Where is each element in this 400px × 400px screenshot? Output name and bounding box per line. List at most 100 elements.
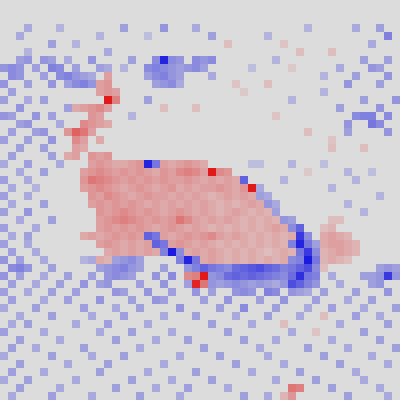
heatmap-cell: [216, 248, 224, 256]
heatmap-cell: [104, 264, 112, 272]
heatmap-cell: [168, 224, 176, 232]
heatmap-cell: [232, 224, 240, 232]
heatmap-cell: [160, 192, 168, 200]
heatmap-cell: [352, 248, 360, 256]
heatmap-cell: [192, 104, 200, 112]
heatmap-cell: [96, 152, 104, 160]
heatmap-cell: [120, 240, 128, 248]
heatmap-cell: [272, 280, 280, 288]
heatmap-cell: [120, 232, 128, 240]
heatmap-cell: [96, 136, 104, 144]
heatmap-cell: [72, 320, 80, 328]
heatmap-cell: [8, 232, 16, 240]
heatmap-cell: [80, 144, 88, 152]
heatmap-cell: [40, 256, 48, 264]
heatmap-cell: [376, 64, 384, 72]
heatmap-cell: [112, 248, 120, 256]
heatmap-cell: [384, 56, 392, 64]
heatmap-cell: [184, 240, 192, 248]
heatmap-cell: [112, 384, 120, 392]
heatmap-cell: [160, 56, 168, 64]
heatmap-cell: [160, 200, 168, 208]
heatmap-cell: [328, 304, 336, 312]
heatmap-cell: [312, 256, 320, 264]
heatmap-cell: [272, 200, 280, 208]
heatmap-cell: [264, 80, 272, 88]
heatmap-cell: [192, 288, 200, 296]
heatmap-cell: [320, 88, 328, 96]
heatmap-cell: [88, 272, 96, 280]
heatmap-cell: [88, 184, 96, 192]
heatmap-cell: [184, 184, 192, 192]
heatmap-cell: [88, 392, 96, 400]
heatmap-cell: [208, 168, 216, 176]
heatmap-cell: [224, 240, 232, 248]
heatmap-cell: [288, 280, 296, 288]
heatmap-cell: [200, 168, 208, 176]
heatmap-cell: [200, 192, 208, 200]
heatmap-cell: [16, 168, 24, 176]
heatmap-cell: [136, 344, 144, 352]
heatmap-cell: [48, 288, 56, 296]
heatmap-cell: [352, 240, 360, 248]
heatmap-cell: [264, 32, 272, 40]
heatmap-cell: [160, 216, 168, 224]
heatmap-cell: [40, 296, 48, 304]
heatmap-cell: [328, 144, 336, 152]
heatmap-cell: [176, 56, 184, 64]
heatmap-cell: [64, 296, 72, 304]
heatmap-cell: [72, 152, 80, 160]
heatmap-cell: [32, 304, 40, 312]
heatmap-cell: [16, 272, 24, 280]
heatmap-cell: [336, 240, 344, 248]
heatmap-cell: [216, 216, 224, 224]
heatmap-cell: [40, 272, 48, 280]
heatmap-cell: [120, 352, 128, 360]
heatmap-cell: [296, 288, 304, 296]
heatmap-cell: [232, 240, 240, 248]
heatmap-cell: [48, 312, 56, 320]
heatmap-cell: [136, 200, 144, 208]
heatmap-cell: [24, 24, 32, 32]
heatmap-cell: [312, 296, 320, 304]
heatmap-cell: [96, 160, 104, 168]
heatmap-cell: [376, 24, 384, 32]
heatmap-cell: [248, 224, 256, 232]
heatmap-cell: [168, 200, 176, 208]
heatmap-cell: [144, 224, 152, 232]
heatmap-cell: [96, 264, 104, 272]
heatmap-cell: [296, 232, 304, 240]
heatmap-cell: [328, 184, 336, 192]
heatmap-cell: [200, 264, 208, 272]
heatmap-cell: [280, 280, 288, 288]
heatmap-cell: [272, 232, 280, 240]
heatmap-cell: [96, 184, 104, 192]
heatmap-cell: [248, 272, 256, 280]
heatmap-cell: [32, 64, 40, 72]
heatmap-cell: [368, 352, 376, 360]
heatmap-cell: [152, 64, 160, 72]
heatmap-cell: [176, 216, 184, 224]
heatmap-cell: [352, 112, 360, 120]
heatmap-cell: [48, 352, 56, 360]
heatmap-cell: [72, 40, 80, 48]
heatmap-cell: [280, 248, 288, 256]
heatmap-cell: [160, 240, 168, 248]
heatmap-cell: [160, 224, 168, 232]
heatmap-cell: [368, 64, 376, 72]
heatmap-cell: [48, 64, 56, 72]
heatmap-cell: [192, 256, 200, 264]
heatmap-cell: [288, 64, 296, 72]
heatmap-cell: [216, 224, 224, 232]
heatmap-cell: [112, 192, 120, 200]
heatmap-cell: [176, 72, 184, 80]
heatmap-cell: [160, 360, 168, 368]
heatmap-cell: [384, 392, 392, 400]
heatmap-cell: [208, 272, 216, 280]
heatmap-cell: [56, 120, 64, 128]
heatmap-cell: [216, 208, 224, 216]
heatmap-cell: [232, 272, 240, 280]
heatmap-cell: [24, 320, 32, 328]
heatmap-cell: [280, 240, 288, 248]
